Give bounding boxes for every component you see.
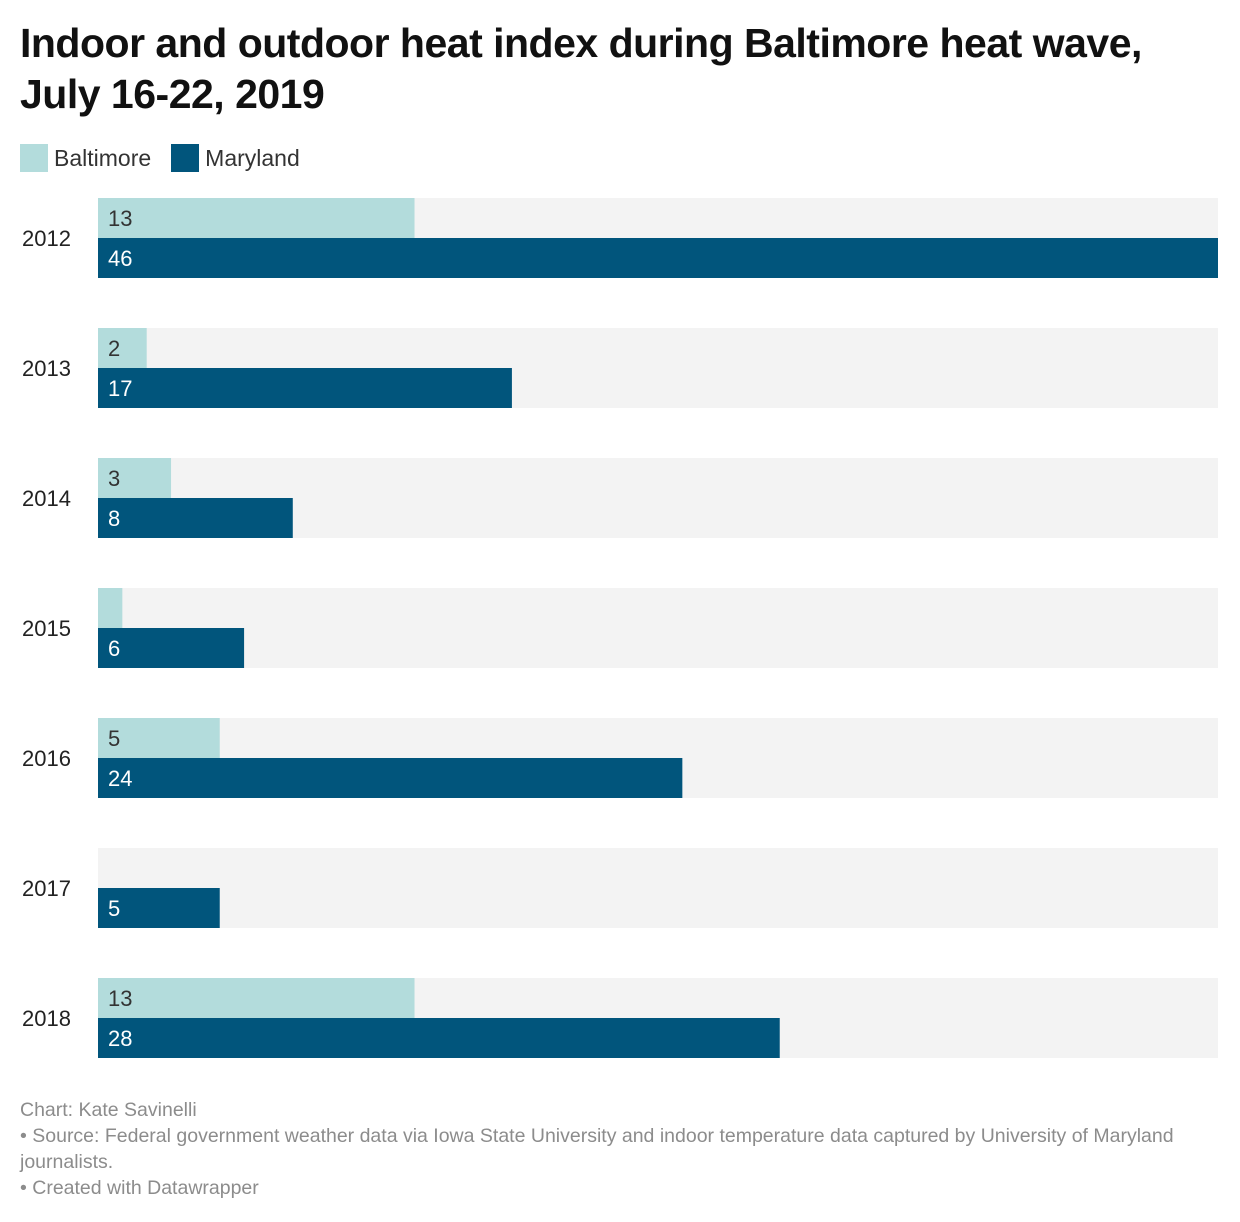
bar-group-2014: 2014 3 8	[22, 458, 1218, 538]
legend-label-baltimore: Baltimore	[54, 144, 152, 171]
bar-maryland-2013	[98, 368, 512, 408]
category-label-2017: 2017	[22, 876, 71, 901]
bar-baltimore-2012	[98, 198, 415, 238]
data-label-baltimore-2016: 5	[108, 726, 120, 751]
footer-credit: Chart: Kate Savinelli	[20, 1099, 197, 1121]
bar-group-2018: 2018 13 28	[22, 978, 1218, 1058]
bar-chart: 2012134620132172014382015620165242017520…	[22, 198, 1218, 1058]
legend-swatch-baltimore	[20, 144, 48, 172]
bar-maryland-2017	[98, 888, 220, 928]
category-label-2013: 2013	[22, 356, 71, 381]
bar-maryland-2012	[98, 238, 1218, 278]
category-label-2018: 2018	[22, 1006, 71, 1031]
legend-label-maryland: Maryland	[205, 144, 300, 171]
bar-baltimore-2014	[98, 458, 172, 498]
chart-title: Indoor and outdoor heat index during Bal…	[20, 20, 1142, 117]
bar-baltimore-2013	[98, 328, 147, 368]
bar-maryland-2018	[98, 1018, 780, 1058]
bar-group-2016: 2016 5 24	[22, 718, 1218, 798]
data-label-baltimore-2012: 13	[108, 206, 132, 231]
bar-baltimore-2018	[98, 978, 415, 1018]
bar-maryland-2016	[98, 758, 683, 798]
chart-footer: Chart: Kate Savinelli • Source: Federal …	[20, 1097, 1220, 1201]
data-label-maryland-2018: 28	[108, 1026, 132, 1051]
footer-source: • Source: Federal government weather dat…	[20, 1125, 1174, 1173]
data-label-maryland-2016: 24	[108, 766, 132, 791]
data-label-maryland-2012: 46	[108, 246, 132, 271]
data-label-baltimore-2018: 13	[108, 986, 132, 1011]
bar-group-2013: 2013 2 17	[22, 328, 1218, 408]
data-label-baltimore-2013: 2	[108, 336, 120, 361]
bar-baltimore-2015	[98, 588, 123, 628]
legend-swatch-maryland	[171, 144, 200, 172]
data-label-baltimore-2014: 3	[108, 466, 120, 491]
data-label-maryland-2014: 8	[108, 506, 120, 531]
data-label-maryland-2013: 17	[108, 376, 132, 401]
bar-maryland-2015	[98, 628, 245, 668]
data-label-maryland-2015: 6	[108, 636, 120, 661]
category-label-2016: 2016	[22, 746, 71, 771]
bar-track-2017	[98, 848, 1218, 928]
legend-item-maryland: Maryland	[171, 144, 300, 172]
bar-track-2015	[98, 588, 1218, 668]
category-label-2012: 2012	[22, 226, 71, 251]
legend: Baltimore Maryland	[20, 144, 320, 172]
bar-group-2012: 2012 13 46	[22, 198, 1218, 278]
data-label-maryland-2017: 5	[108, 896, 120, 921]
bar-baltimore-2016	[98, 718, 220, 758]
bar-maryland-2014	[98, 498, 293, 538]
legend-item-baltimore: Baltimore	[20, 144, 151, 172]
footer-created: • Created with Datawrapper	[20, 1177, 259, 1199]
bar-group-2017: 2017 5	[22, 848, 1218, 928]
bar-group-2015: 2015 6	[22, 588, 1218, 668]
category-label-2015: 2015	[22, 616, 71, 641]
category-label-2014: 2014	[22, 486, 71, 511]
